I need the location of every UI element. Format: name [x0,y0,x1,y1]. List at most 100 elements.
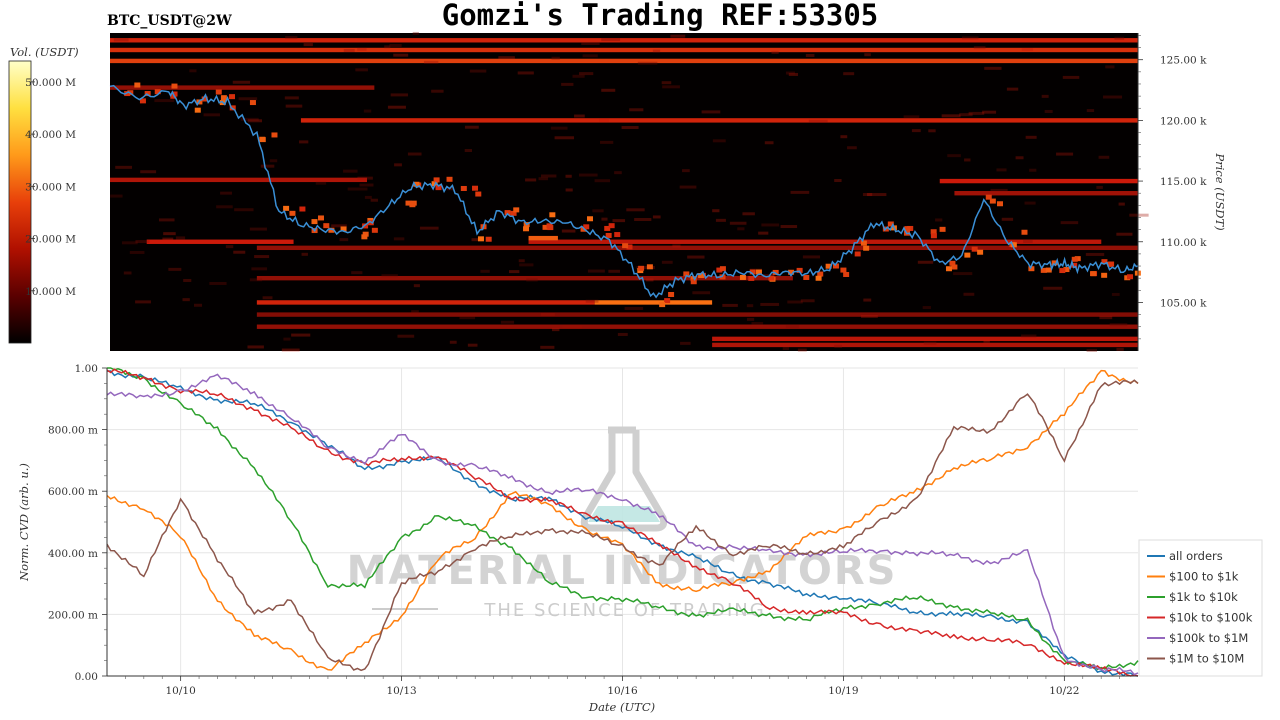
heatmap-level [256,324,1138,329]
heatmap-hot-cell [815,275,822,281]
heatmap-cell [941,114,961,118]
heatmap-cell [574,114,585,118]
heatmap-cell [928,129,936,133]
heatmap-cell [1111,292,1120,296]
cvd-y-axis-label: Norm. CVD (arb. u.) [17,463,31,582]
heatmap-cell [123,271,132,275]
cvd-y-tick-label: 600.00 m [48,486,98,498]
heatmap-cell [1006,87,1019,91]
heatmap-cell [592,209,604,213]
heatmap-cell [301,252,308,256]
heatmap-hot-cell [863,245,870,251]
heatmap-cell [115,165,133,169]
heatmap-cell [1029,168,1037,172]
colorbar-tick-label: 50.000 M [25,77,76,89]
cvd-x-tick-label: 10/19 [828,685,858,697]
heatmap-hot-cell [825,263,832,269]
heatmap-cell [771,50,779,54]
heatmap-cell [578,173,598,177]
price-axis-tick-label: 120.00 k [1160,115,1207,127]
heatmap-hot-cell [860,240,867,246]
heatmap-cell [1098,155,1110,159]
heatmap-cell [538,177,549,181]
heatmap-cell [283,337,291,341]
heatmap-cell [129,250,145,254]
price-line [109,84,1139,299]
heatmap-cell [996,168,1007,172]
heatmap-cell [561,229,576,233]
heatmap-cell [911,129,921,133]
heatmap-cell [565,188,573,192]
heatmap-cell [411,310,419,314]
heatmap-cell [471,238,479,242]
heatmap-level [110,85,375,90]
heatmap-cell [661,81,672,85]
heatmap-cell [594,179,611,183]
heatmap-cell [1021,48,1034,52]
cvd-y-tick-label: 400.00 m [48,548,98,560]
watermark-tagline: THE SCIENCE OF TRADING [483,600,765,621]
heatmap-cell [742,212,755,216]
heatmap-cell [959,113,973,117]
heatmap-cell [861,314,878,318]
heatmap-cell [498,56,515,60]
heatmap-level [146,239,294,244]
cvd-panel: MATERIAL INDICATORS THE SCIENCE OF TRADI… [17,363,1263,714]
heatmap-hot-cell [840,267,847,273]
heatmap-cell [249,227,267,231]
heatmap-cell [626,208,645,212]
heatmap-cell [1015,156,1024,160]
colorbar-label: Vol. (USDT) [10,45,79,59]
heatmap-cell [565,174,572,178]
heatmap-hot-cell [1071,262,1078,268]
heatmap-cell [519,263,534,267]
price-axis-tick-label: 115.00 k [1160,176,1207,188]
heatmap-hot-cell [435,185,442,191]
cvd-series-line [106,370,1139,677]
heatmap-hot-cell [583,224,590,230]
heatmap-cell [447,187,455,191]
heatmap-cell [746,304,754,308]
heatmap-hot-cell [698,273,705,279]
heatmap-cell [737,227,745,231]
legend-entry-label: $100 to $1k [1169,570,1239,584]
heatmap-level [528,235,558,241]
heatmap-level [110,47,1138,53]
heatmap-cell [982,110,997,114]
heatmap-hot-cell [985,194,992,200]
heatmap-hot-cell [1101,272,1108,278]
cvd-series-line [107,367,1139,671]
heatmap-cell [251,267,268,271]
heatmap-cell [805,53,815,57]
price-axis-tick-label: 110.00 k [1160,237,1207,249]
heatmap-cell [1086,109,1095,113]
heatmap-cell [947,154,961,158]
heatmap-cell [712,209,720,213]
symbol-label: BTC_USDT@2W [107,13,232,29]
heatmap-cell [193,303,203,307]
heatmap-hot-cell [854,251,861,257]
heatmap-cell [1025,135,1037,139]
heatmap-cell [587,269,605,273]
heatmap-cell [389,44,402,48]
heatmap-cell [1044,109,1053,113]
heatmap-cell [183,278,192,282]
heatmap-cell [760,302,780,306]
heatmap-cell [701,110,721,114]
heatmap-cell [1056,152,1074,156]
heatmap-cell [787,300,803,304]
heatmap-hot-cell [683,271,690,277]
heatmap-hot-cell [504,210,511,216]
heatmap-cell [1114,36,1125,40]
heatmap-cell [600,140,614,144]
heatmap-hot-cell [755,269,762,275]
heatmap-cell [636,265,655,269]
heatmap-hot-cell [803,274,810,280]
heatmap-cell [790,190,810,194]
heatmap-hot-cell [832,263,839,269]
heatmap-hot-cell [249,100,256,106]
heatmap-cell [525,178,537,182]
heatmap-cell [284,96,299,100]
heatmap-hot-cell [971,246,978,252]
